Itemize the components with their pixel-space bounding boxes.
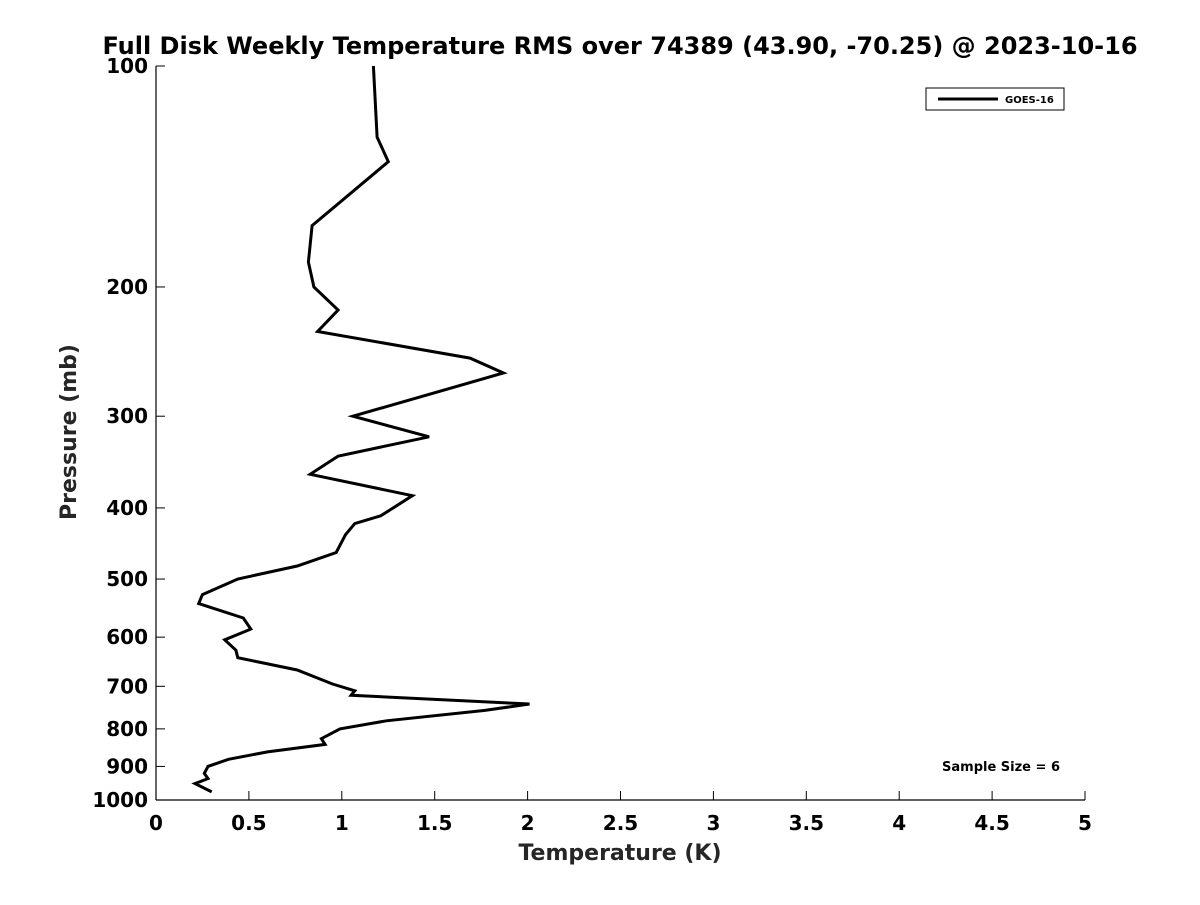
- y-tick-label: 800: [106, 717, 148, 741]
- x-tick-label: 3: [706, 811, 720, 835]
- series-line-goes-16: [191, 65, 530, 794]
- y-tick-label: 400: [106, 496, 148, 520]
- y-tick-label: 500: [106, 567, 148, 591]
- x-axis-ticks: 0 0.5 1 1.5 2 2.5 3 3.5 4 4.5 5: [149, 791, 1092, 835]
- legend-label: GOES-16: [1005, 95, 1054, 106]
- x-tick-label: 1: [335, 811, 349, 835]
- y-axis-label: Pressure (mb): [57, 344, 82, 520]
- axes: [155, 66, 1085, 801]
- chart-title: Full Disk Weekly Temperature RMS over 74…: [102, 32, 1137, 60]
- y-tick-label: 100: [106, 54, 148, 78]
- x-tick-label: 1.5: [417, 811, 452, 835]
- x-tick-label: 0: [149, 811, 163, 835]
- x-tick-label: 3.5: [789, 811, 824, 835]
- legend: GOES-16: [925, 87, 1065, 111]
- x-tick-label: 2: [521, 811, 535, 835]
- x-tick-label: 2.5: [603, 811, 638, 835]
- x-tick-label: 4.5: [974, 811, 1009, 835]
- y-tick-label: 700: [106, 674, 148, 698]
- x-tick-label: 4: [892, 811, 906, 835]
- series-layer: [191, 65, 530, 794]
- y-tick-label: 300: [106, 404, 148, 428]
- x-axis-label: Temperature (K): [518, 841, 721, 866]
- y-tick-label: 200: [106, 275, 148, 299]
- y-axis-ticks: 100 200 300 400 500 600 700 800 900 1000: [92, 54, 165, 812]
- y-tick-label: 1000: [92, 788, 148, 812]
- y-tick-label: 600: [106, 625, 148, 649]
- sample-size-annotation: Sample Size = 6: [942, 760, 1060, 775]
- y-tick-label: 900: [106, 754, 148, 778]
- x-tick-label: 5: [1078, 811, 1092, 835]
- x-tick-label: 0.5: [231, 811, 266, 835]
